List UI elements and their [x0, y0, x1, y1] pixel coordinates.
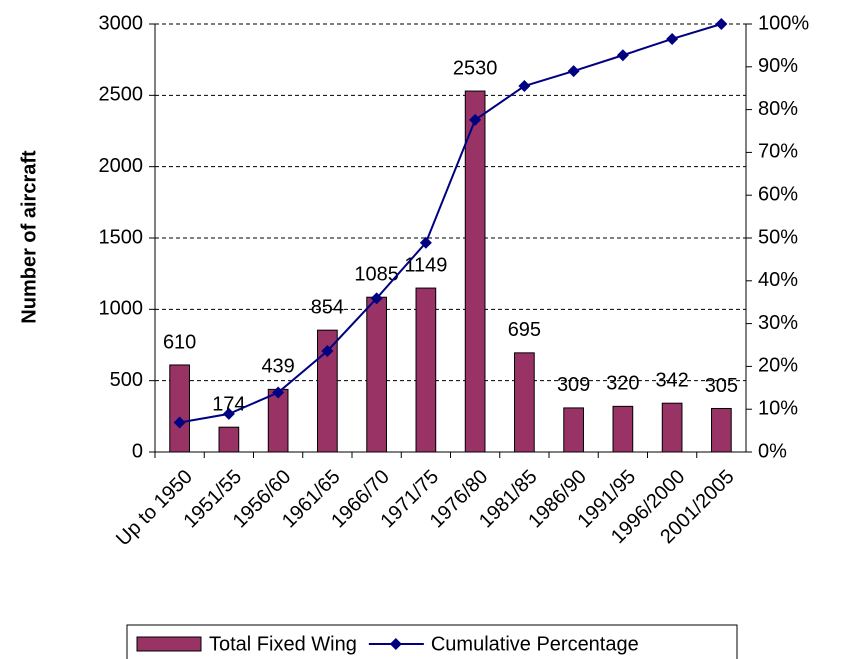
- marker: [715, 18, 728, 30]
- data-label: 1149: [404, 254, 447, 276]
- bar: [711, 407, 732, 453]
- bar: [464, 90, 486, 453]
- data-label: 342: [655, 369, 688, 391]
- y-tick-label: 2500: [99, 84, 144, 106]
- y-tick-label: 1500: [99, 226, 144, 248]
- y-tick-label: 1000: [99, 298, 144, 320]
- data-label: 1085: [354, 263, 399, 285]
- bar: [563, 407, 584, 453]
- y2-tick-label: 70%: [758, 141, 798, 163]
- marker: [666, 32, 679, 45]
- marker: [173, 416, 186, 429]
- data-label: 610: [163, 331, 196, 353]
- y-axis-label: Number of aircraft: [18, 150, 40, 324]
- y2-tick-label: 0%: [758, 440, 787, 462]
- y-tick-label: 2000: [99, 155, 144, 177]
- legend-marker: [389, 638, 402, 650]
- y2-tick-label: 80%: [758, 98, 798, 120]
- marker: [616, 49, 629, 62]
- y-tick-label: 3000: [99, 12, 144, 34]
- bar: [366, 296, 387, 453]
- y-tick-label: 500: [110, 369, 143, 391]
- y2-tick-label: 20%: [758, 355, 798, 377]
- y2-tick-label: 10%: [758, 397, 798, 419]
- y2-tick-label: 60%: [758, 183, 798, 205]
- bar: [514, 352, 535, 453]
- marker: [469, 113, 482, 126]
- marker: [518, 80, 531, 93]
- marker: [321, 344, 334, 357]
- legend-label: Cumulative Percentage: [431, 633, 639, 655]
- bar: [317, 329, 338, 453]
- data-label: 854: [311, 296, 344, 318]
- legend-swatch: [136, 636, 202, 652]
- line: [179, 23, 722, 424]
- marker: [419, 236, 432, 249]
- bar: [169, 364, 190, 453]
- marker: [567, 65, 580, 78]
- legend-box: [126, 624, 738, 659]
- y2-tick-label: 50%: [758, 226, 798, 248]
- data-label: 2530: [453, 57, 498, 79]
- x-tick-label: Up to 1950: [112, 466, 197, 551]
- marker: [370, 292, 383, 305]
- data-label: 695: [508, 319, 541, 341]
- bar: [218, 426, 240, 453]
- y2-tick-label: 40%: [758, 269, 798, 291]
- bar: [267, 388, 289, 453]
- data-label: 320: [606, 373, 639, 395]
- data-label: 309: [557, 374, 590, 396]
- y2-tick-label: 30%: [758, 312, 798, 334]
- marker: [272, 386, 285, 399]
- bar: [415, 287, 437, 453]
- y2-tick-label: 90%: [758, 55, 798, 77]
- bar: [661, 402, 683, 453]
- marker: [222, 407, 235, 420]
- bar: [612, 405, 634, 453]
- y-tick-label: 0: [132, 440, 143, 462]
- y2-tick-label: 100%: [758, 12, 809, 34]
- legend-label: Total Fixed Wing: [209, 633, 357, 655]
- data-label: 439: [261, 356, 294, 378]
- data-label: 305: [705, 375, 738, 397]
